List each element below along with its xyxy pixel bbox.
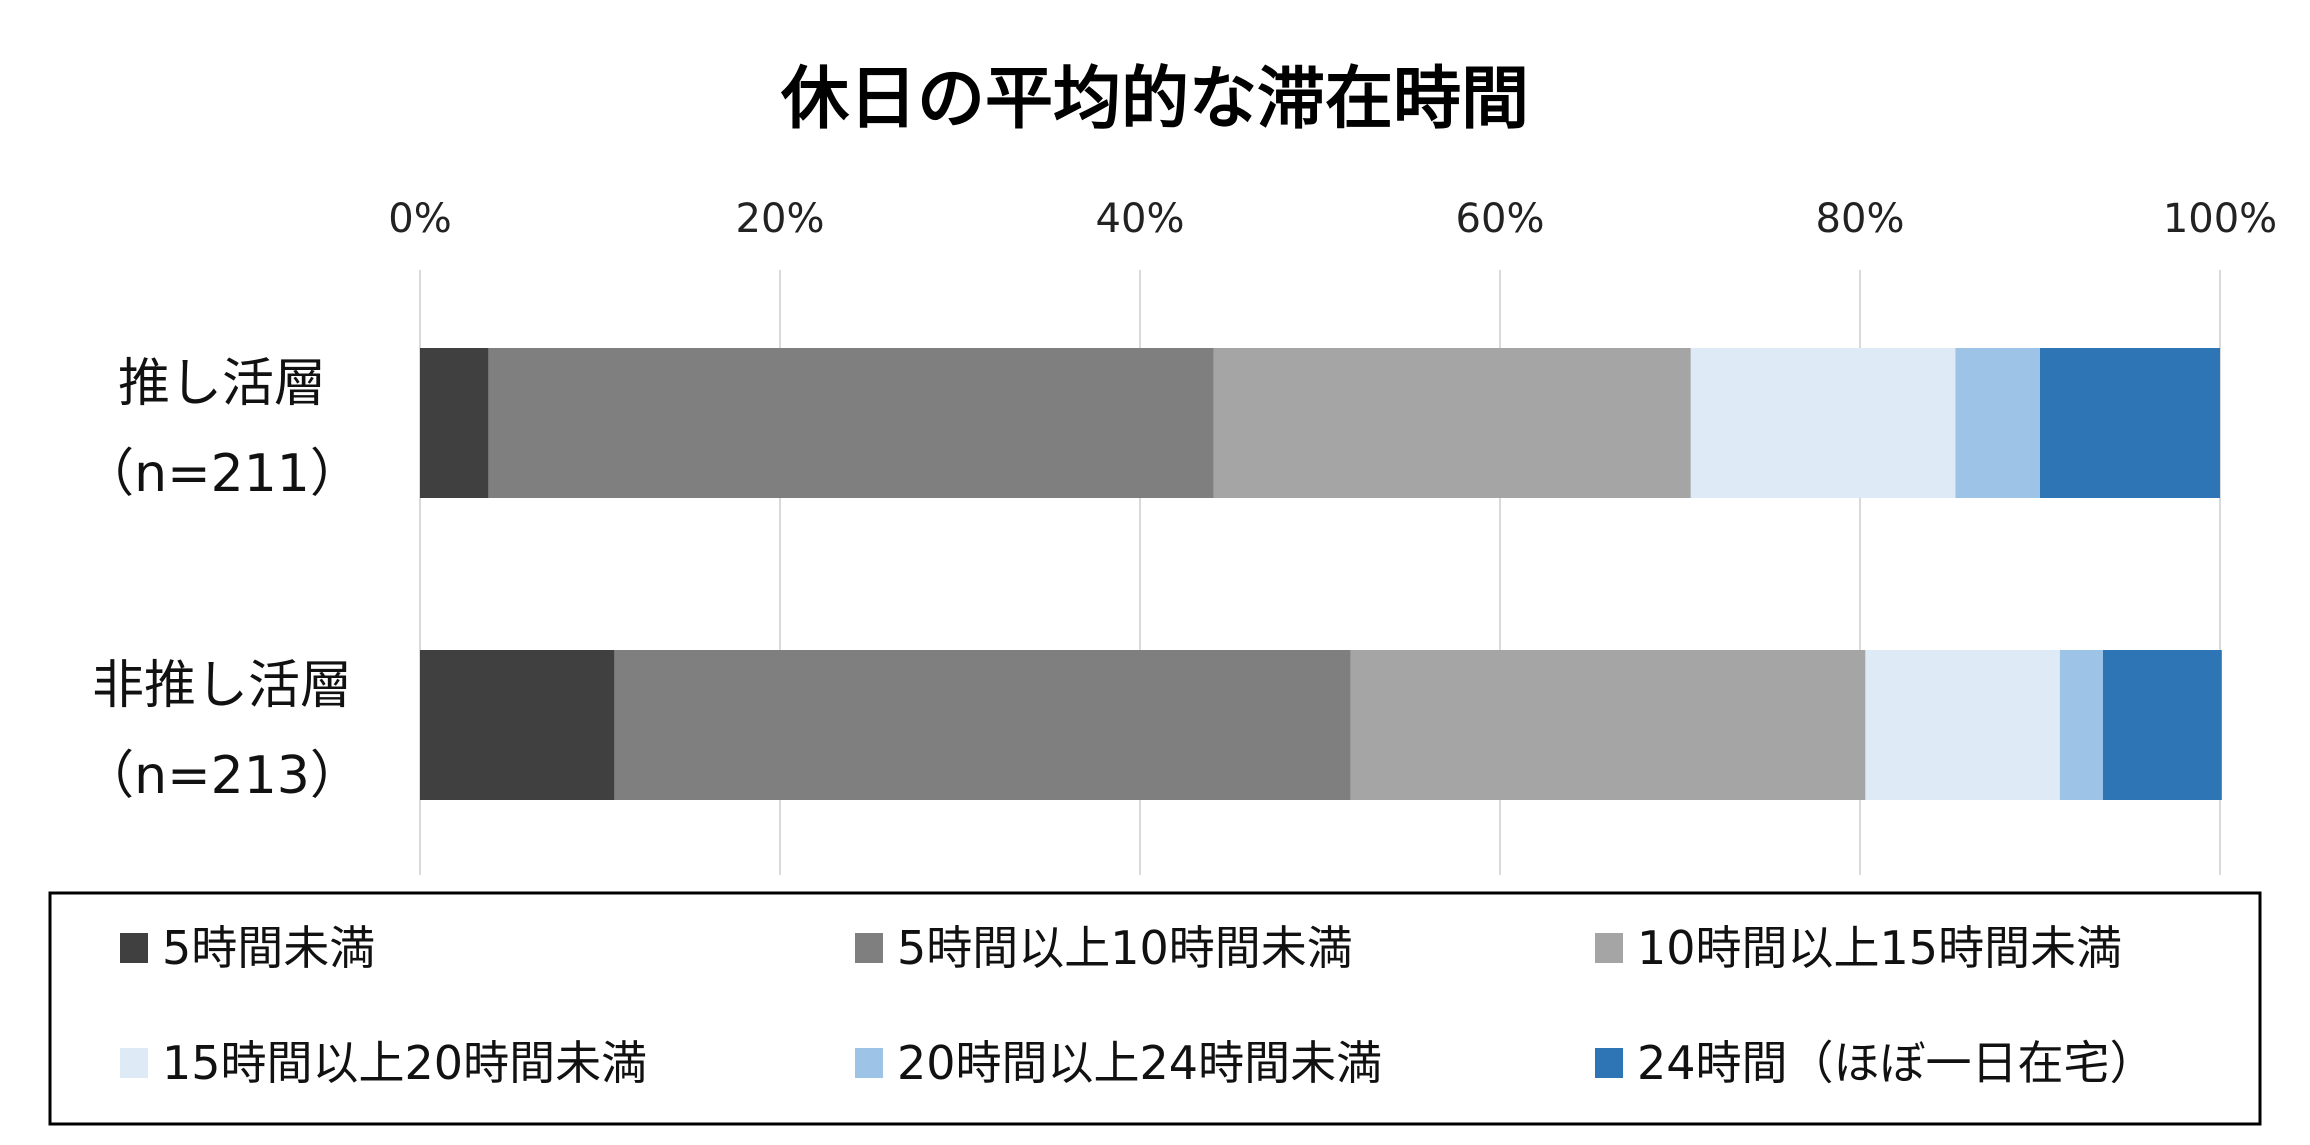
x-axis-ticks: 0% 20% 40% 60% 80% 100% bbox=[388, 196, 2277, 242]
bar-segment bbox=[1955, 348, 2040, 498]
bar-segment bbox=[1865, 650, 2060, 800]
legend: 5時間未満 5時間以上10時間未満 10時間以上15時間未満 15時間以上20時間未満… bbox=[120, 921, 2156, 1090]
category-label: （n=213） bbox=[82, 746, 362, 806]
legend-swatch bbox=[1595, 933, 1623, 963]
bar-segment bbox=[614, 650, 1351, 800]
legend-swatch bbox=[1595, 1048, 1623, 1078]
x-tick-label: 80% bbox=[1816, 196, 1905, 242]
bar-segment bbox=[2059, 650, 2103, 800]
legend-box bbox=[48, 891, 2262, 1126]
legend-label: 24時間（ほぼ一日在宅） bbox=[1637, 1036, 2156, 1090]
chart-title: 休日の平均的な滞在時間 bbox=[780, 60, 1529, 139]
bar-segment bbox=[2103, 650, 2222, 800]
x-tick-label: 20% bbox=[736, 196, 825, 242]
legend-label: 20時間以上24時間未満 bbox=[897, 1036, 1382, 1090]
bar-segment bbox=[1690, 348, 1956, 498]
category-label: 非推し活層 bbox=[92, 656, 352, 716]
x-tick-label: 40% bbox=[1096, 196, 1185, 242]
bar-segment bbox=[420, 650, 615, 800]
category-label: （n=211） bbox=[82, 444, 362, 504]
bar-segment bbox=[1350, 650, 1866, 800]
category-label: 推し活層 bbox=[118, 354, 326, 414]
bar-segment bbox=[420, 348, 489, 498]
bar-segment bbox=[488, 348, 1214, 498]
legend-label: 5時間未満 bbox=[162, 921, 375, 975]
legend-swatch bbox=[120, 933, 148, 963]
bar-segment bbox=[1213, 348, 1691, 498]
x-tick-label: 0% bbox=[388, 196, 451, 242]
bar-segment bbox=[2040, 348, 2220, 498]
legend-label: 10時間以上15時間未満 bbox=[1637, 921, 2122, 975]
legend-swatch bbox=[120, 1048, 148, 1078]
legend-label: 5時間以上10時間未満 bbox=[897, 921, 1353, 975]
legend-swatch bbox=[855, 933, 883, 963]
x-tick-label: 60% bbox=[1456, 196, 1545, 242]
legend-label: 15時間以上20時間未満 bbox=[162, 1036, 647, 1090]
bars bbox=[420, 348, 2222, 800]
legend-swatch bbox=[855, 1048, 883, 1078]
x-tick-label: 100% bbox=[2163, 196, 2277, 242]
category-labels: 推し活層 （n=211） 非推し活層 （n=213） bbox=[82, 354, 362, 806]
